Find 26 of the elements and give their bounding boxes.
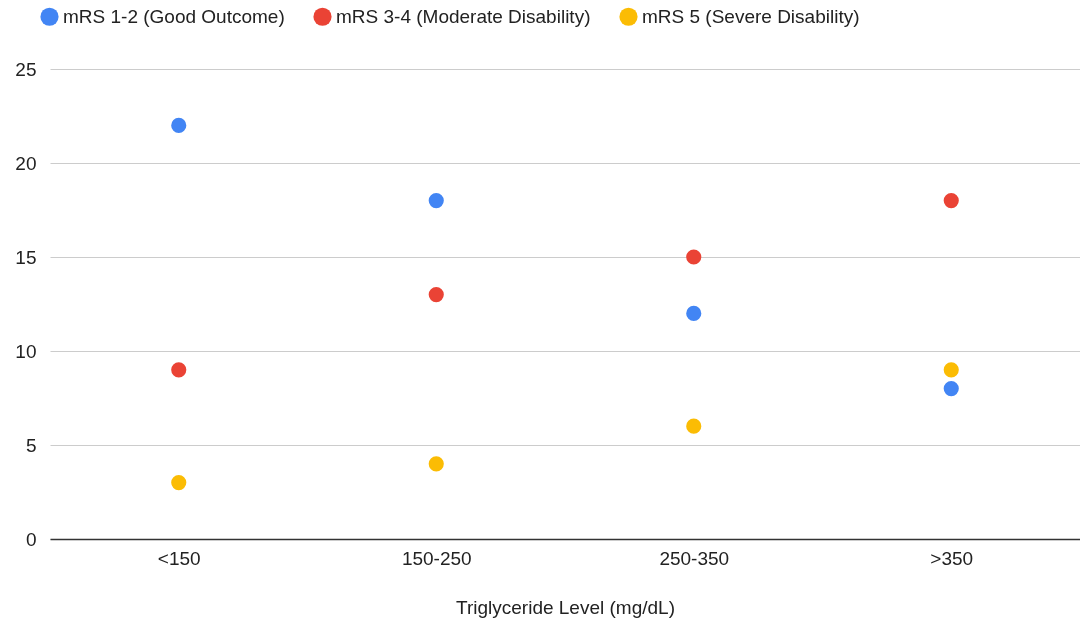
- point: [171, 475, 187, 491]
- point: [428, 193, 444, 209]
- point: [943, 193, 959, 209]
- point: [943, 381, 959, 397]
- point: [171, 362, 187, 378]
- point: [428, 287, 444, 303]
- point: [686, 249, 702, 265]
- x-tick-label: 150-250: [401, 547, 472, 569]
- y-tick-label: 25: [15, 58, 37, 80]
- x-tick-label: <150: [157, 547, 201, 569]
- y-tick-label: 10: [15, 340, 37, 362]
- x-tick-label: 250-350: [659, 547, 730, 569]
- y-tick-label: 5: [25, 434, 37, 456]
- legend-label: mRS 3-4 (Moderate Disability): [336, 5, 591, 27]
- point: [943, 362, 959, 378]
- x-axis-title: Triglyceride Level (mg/dL): [456, 596, 675, 618]
- legend-label: mRS 1-2 (Good Outcome): [63, 5, 285, 27]
- point: [686, 305, 702, 321]
- point: [686, 418, 702, 434]
- x-tick-label: >350: [930, 547, 974, 569]
- point: [171, 117, 187, 133]
- point: [428, 456, 444, 472]
- y-tick-label: 0: [25, 528, 37, 550]
- y-tick-label: 20: [15, 152, 37, 174]
- legend-label: mRS 5 (Severe Disability): [642, 5, 860, 27]
- y-tick-label: 15: [15, 246, 37, 268]
